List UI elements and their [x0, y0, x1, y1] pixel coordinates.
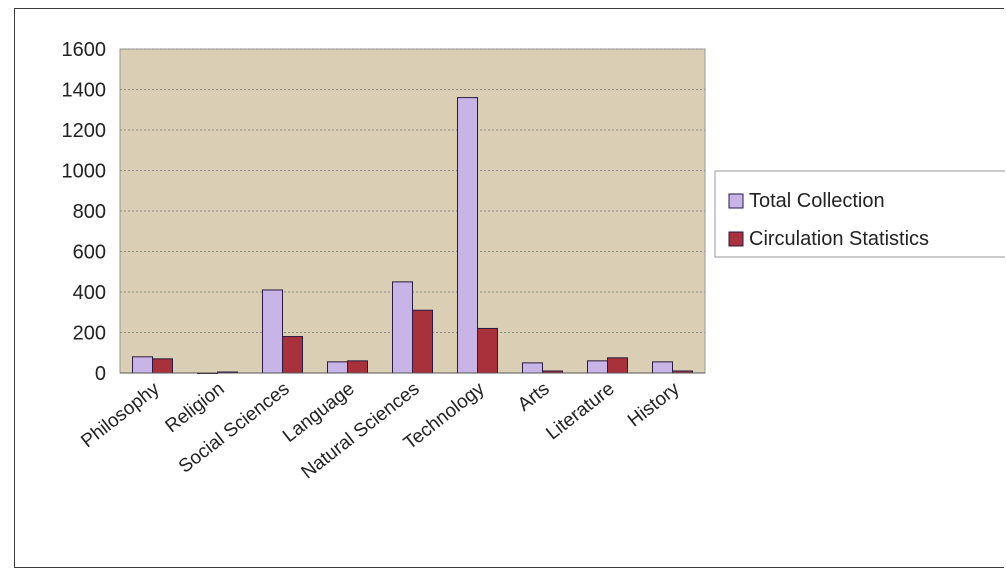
bar-circulation-statistics [282, 336, 303, 374]
bar-circulation-statistics [152, 358, 173, 374]
y-tick-label: 0 [95, 363, 106, 385]
bar-total-collection [587, 360, 608, 374]
bar-circulation-statistics [607, 357, 628, 374]
y-tick-label: 1400 [62, 80, 107, 102]
legend-box [714, 170, 1005, 258]
legend-swatch [728, 231, 744, 247]
bar-chart: 0 200 400 600 800 1000 1200 1400 1600 Philosophy… [62, 39, 1005, 483]
x-category-label: Philosophy [77, 378, 164, 452]
bar-total-collection [652, 361, 673, 374]
bar-total-collection [327, 361, 348, 374]
y-tick-label: 400 [73, 282, 106, 304]
bar-circulation-statistics [477, 327, 498, 374]
y-tick-label: 600 [73, 242, 106, 264]
bar-total-collection [392, 281, 413, 374]
legend-label: Circulation Statistics [749, 228, 929, 250]
x-category-label: Arts [514, 378, 554, 415]
x-category-label: Literature [542, 378, 618, 444]
chart-frame: 0 200 400 600 800 1000 1200 1400 1600 Philosophy… [14, 8, 1005, 568]
bar-total-collection [262, 289, 283, 374]
x-category-label: History [624, 378, 684, 431]
y-tick-label: 200 [73, 323, 106, 345]
y-tick-label: 1200 [62, 120, 107, 142]
x-category-label: Natural Sciences [297, 378, 423, 483]
legend: Total Collection Circulation Statistics [714, 170, 1005, 258]
x-category-label: Social Sciences [175, 378, 294, 477]
bar-total-collection [457, 97, 478, 374]
y-axis-ticks: 0 200 400 600 800 1000 1200 1400 1600 [62, 39, 107, 385]
y-tick-label: 800 [73, 201, 106, 223]
bar-total-collection [522, 362, 543, 374]
bar-total-collection [132, 356, 153, 374]
y-tick-label: 1600 [62, 39, 107, 61]
bar-circulation-statistics [347, 360, 368, 374]
legend-swatch [728, 193, 744, 209]
legend-label: Total Collection [749, 190, 885, 212]
y-tick-label: 1000 [62, 161, 107, 183]
bar-circulation-statistics [412, 309, 433, 374]
